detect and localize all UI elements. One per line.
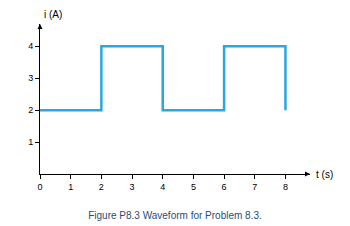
- svg-text:2: 2: [28, 105, 33, 115]
- svg-text:t (s): t (s): [316, 169, 333, 180]
- svg-text:4: 4: [160, 182, 165, 192]
- svg-text:i (A): i (A): [44, 9, 62, 20]
- svg-text:6: 6: [222, 182, 227, 192]
- svg-text:1: 1: [28, 137, 33, 147]
- svg-text:1: 1: [68, 182, 73, 192]
- svg-text:7: 7: [252, 182, 257, 192]
- svg-text:8: 8: [283, 182, 288, 192]
- svg-text:2: 2: [99, 182, 104, 192]
- svg-text:Figure P8.3 Waveform for Probl: Figure P8.3 Waveform for Problem 8.3.: [88, 210, 262, 221]
- svg-text:5: 5: [191, 182, 196, 192]
- svg-text:3: 3: [130, 182, 135, 192]
- svg-text:4: 4: [28, 41, 33, 51]
- svg-text:3: 3: [28, 73, 33, 83]
- svg-text:0: 0: [37, 182, 42, 192]
